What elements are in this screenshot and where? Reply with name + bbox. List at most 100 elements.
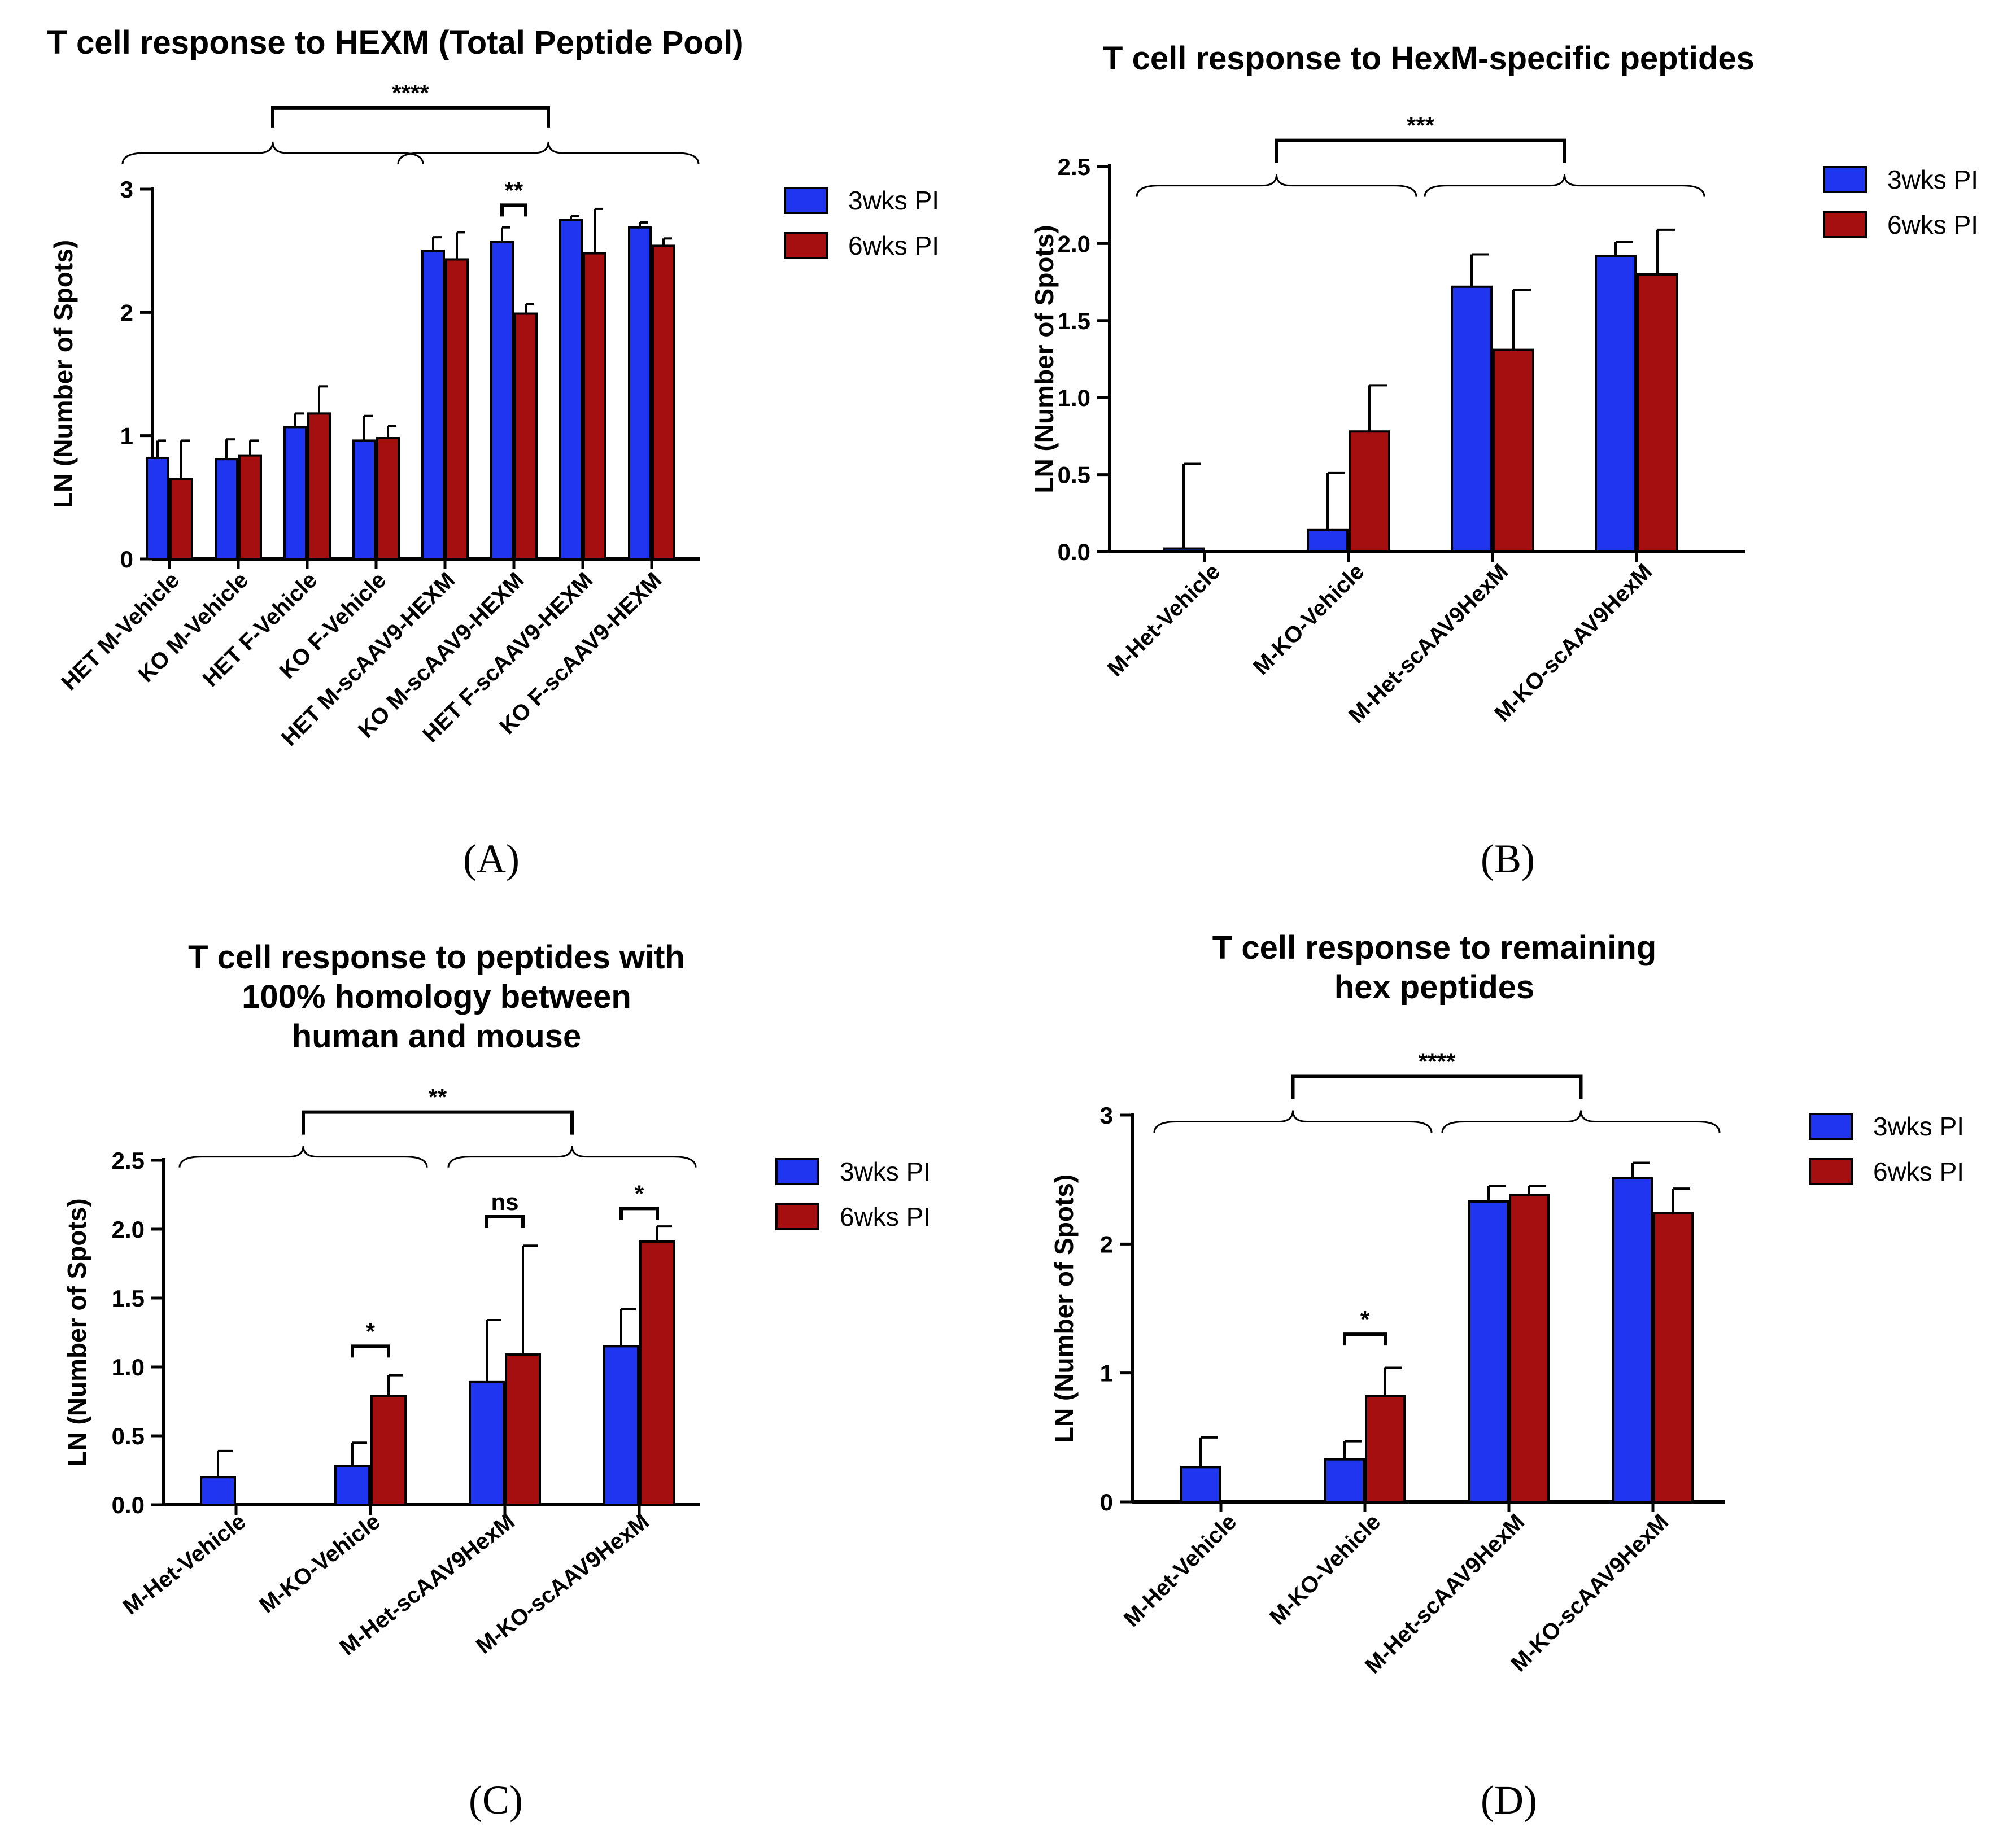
bar — [421, 250, 445, 560]
x-tick-label: M-KO-scAAV9HexM — [1506, 1509, 1673, 1676]
x-tick-label: M-KO-Vehicle — [255, 1509, 385, 1618]
bar — [370, 1395, 407, 1506]
bar — [1365, 1395, 1406, 1503]
panel-label: (D) — [1481, 1777, 1537, 1823]
y-tick-label: 1.0 — [112, 1354, 145, 1380]
chart-title: T cell response to remaining — [1212, 929, 1656, 966]
bar — [505, 1353, 541, 1506]
bar — [1637, 273, 1678, 553]
legend-swatch — [775, 1203, 819, 1230]
bar — [603, 1345, 639, 1506]
y-tick-label: 0 — [120, 546, 133, 573]
significance-label: **** — [1419, 1048, 1456, 1075]
panel-label: (A) — [463, 836, 520, 881]
legend-label: 6wks PI — [840, 1202, 931, 1231]
chart-title: 100% homology between — [242, 978, 631, 1015]
significance-bracket — [1275, 138, 1566, 163]
x-tick-label: HET M-Vehicle — [56, 567, 184, 695]
x-tick-label: M-Het-scAAV9HexM — [1360, 1509, 1529, 1678]
legend-label: 6wks PI — [848, 231, 939, 260]
chart-panel-A: T cell response to HEXM (Total Peptide P… — [47, 24, 939, 881]
x-tick-label: M-Het-scAAV9HexM — [1344, 559, 1513, 728]
group-brace — [1153, 1110, 1433, 1133]
legend-swatch — [784, 187, 828, 214]
bar — [583, 252, 606, 560]
legend-label: 3wks PI — [840, 1157, 931, 1186]
y-tick-label: 0.5 — [1058, 462, 1090, 488]
significance-label: ** — [429, 1084, 447, 1111]
y-axis-label: LN (Number of Spots) — [1049, 1174, 1079, 1443]
x-tick-label: M-Het-Vehicle — [1119, 1509, 1242, 1632]
x-tick-label: M-Het-Vehicle — [119, 1509, 251, 1619]
group-brace — [1136, 174, 1417, 197]
significance-label: *** — [1407, 112, 1435, 139]
bar — [628, 226, 652, 560]
bar — [445, 258, 469, 560]
bar — [1307, 528, 1349, 553]
legend-label: 6wks PI — [1873, 1157, 1964, 1186]
group-brace — [447, 1146, 697, 1168]
bar — [1349, 430, 1390, 553]
y-tick-label: 0.5 — [112, 1423, 145, 1449]
significance-bracket — [619, 1207, 659, 1220]
group-brace — [121, 141, 424, 165]
y-tick-label: 1.0 — [1058, 385, 1090, 411]
significance-label: ** — [505, 177, 523, 203]
significance-bracket — [485, 1215, 525, 1229]
legend-swatch — [1809, 1158, 1853, 1185]
bar — [514, 312, 538, 560]
group-brace — [397, 141, 700, 165]
y-tick-label: 2.5 — [112, 1147, 145, 1174]
bar — [334, 1465, 370, 1506]
significance-bracket — [271, 106, 550, 128]
chart-title: T cell response to HexM-specific peptide… — [1103, 40, 1755, 77]
group-brace — [1424, 174, 1705, 197]
bar — [215, 458, 238, 561]
bar — [1612, 1177, 1653, 1503]
chart-panel-B: T cell response to HexM-specific peptide… — [1029, 40, 1978, 881]
x-tick-label: M-Het-Vehicle — [1103, 559, 1225, 681]
group-brace — [1441, 1110, 1721, 1133]
y-tick-label: 1.5 — [112, 1285, 145, 1312]
y-tick-label: 1 — [120, 423, 133, 449]
bar — [652, 244, 675, 560]
significance-label: * — [366, 1318, 376, 1344]
chart-title: T cell response to peptides with — [188, 939, 685, 976]
y-tick-label: 1 — [1100, 1360, 1113, 1387]
y-tick-label: 3 — [1100, 1102, 1113, 1129]
x-tick-label: M-KO-Vehicle — [1249, 559, 1369, 679]
bar — [490, 241, 514, 560]
legend-swatch — [775, 1158, 819, 1185]
bar — [559, 219, 583, 561]
legend-swatch — [1823, 211, 1867, 238]
significance-bracket — [1291, 1074, 1583, 1099]
bar — [1468, 1200, 1509, 1504]
y-axis-label: LN (Number of Spots) — [1029, 225, 1059, 493]
y-tick-label: 3 — [120, 176, 133, 203]
group-brace — [178, 1146, 428, 1168]
y-tick-label: 2.5 — [1058, 154, 1090, 180]
significance-bracket — [351, 1344, 390, 1358]
bar — [238, 454, 262, 560]
y-tick-label: 2 — [1100, 1231, 1113, 1257]
bar — [1180, 1466, 1221, 1504]
legend-swatch — [1823, 166, 1867, 193]
y-axis-label: LN (Number of Spots) — [62, 1198, 91, 1466]
bar — [469, 1380, 505, 1506]
y-tick-label: 0.0 — [112, 1492, 145, 1518]
y-axis-label: LN (Number of Spots) — [49, 240, 78, 508]
legend-swatch — [784, 232, 828, 259]
bar — [200, 1476, 236, 1506]
bar — [1163, 547, 1205, 553]
significance-label: ns — [491, 1189, 518, 1215]
bar — [1509, 1194, 1550, 1503]
significance-label: * — [1360, 1306, 1370, 1332]
chart-title: human and mouse — [292, 1018, 581, 1055]
y-tick-label: 2.0 — [1058, 230, 1090, 257]
significance-bracket — [302, 1110, 574, 1135]
bar — [1595, 255, 1637, 553]
y-tick-label: 0.0 — [1058, 539, 1090, 565]
bar — [1324, 1458, 1365, 1503]
